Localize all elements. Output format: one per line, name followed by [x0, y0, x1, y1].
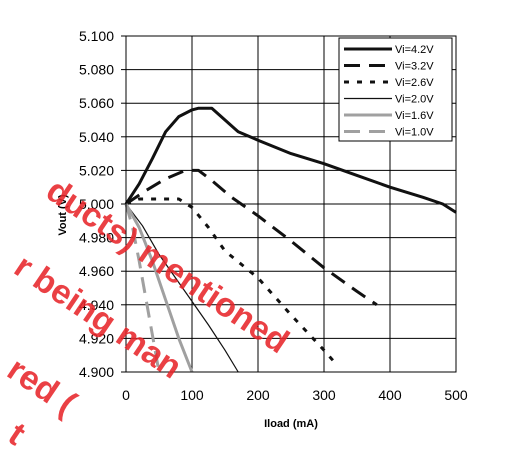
series-line-5 — [124, 203, 194, 373]
series-line-3 — [125, 197, 339, 367]
y-tick-label: 5.100 — [79, 28, 114, 44]
y-tick-label: 4.960 — [79, 263, 114, 279]
legend: Vi=4.2V Vi=3.2V Vi=2.6V Vi=2.0V Vi=1.6V Vi=1.… — [338, 37, 453, 142]
legend-label: Vi=1.0V — [395, 127, 434, 139]
y-axis-label: Vout (V) — [57, 194, 69, 236]
y-tick-label: 5.020 — [79, 162, 114, 178]
watermark-line-4: t — [2, 415, 33, 452]
x-tick-label: 300 — [312, 387, 336, 403]
x-tick-label: 200 — [246, 387, 270, 403]
series-lines — [124, 106, 457, 373]
series-line-6 — [124, 203, 161, 373]
x-axis-label: Iload (mA) — [264, 418, 318, 430]
y-tick-label: 4.900 — [79, 364, 114, 380]
legend-label: Vi=4.2V — [395, 44, 434, 56]
y-tick-labels: 4.900 4.920 4.940 4.960 4.980 5.000 5.020 5.040… — [79, 28, 114, 380]
x-tick-labels: 0 100 200 300 400 500 — [122, 387, 468, 403]
watermark-line-3: red ( — [1, 350, 84, 423]
x-tick-label: 0 — [122, 387, 130, 403]
y-tick-label: 4.980 — [79, 230, 114, 246]
y-tick-label: 5.080 — [79, 62, 114, 78]
legend-label: Vi=3.2V — [395, 61, 434, 73]
series-line-4 — [125, 203, 239, 373]
y-tick-label: 4.920 — [79, 330, 114, 346]
x-tick-label: 500 — [444, 387, 468, 403]
legend-label: Vi=1.6V — [395, 110, 434, 122]
x-tick-label: 100 — [180, 387, 204, 403]
y-tick-label: 4.940 — [79, 297, 114, 313]
legend-label: Vi=2.0V — [395, 94, 434, 106]
y-tick-label: 5.060 — [79, 95, 114, 111]
y-tick-label: 5.040 — [79, 129, 114, 145]
plot-border — [125, 35, 457, 373]
legend-label: Vi=2.6V — [395, 77, 434, 89]
y-tick-label: 5.000 — [79, 196, 114, 212]
series-line-2 — [125, 168, 378, 307]
legend-box — [338, 37, 453, 142]
x-tick-label: 400 — [378, 387, 402, 403]
series-line-1 — [124, 106, 457, 214]
